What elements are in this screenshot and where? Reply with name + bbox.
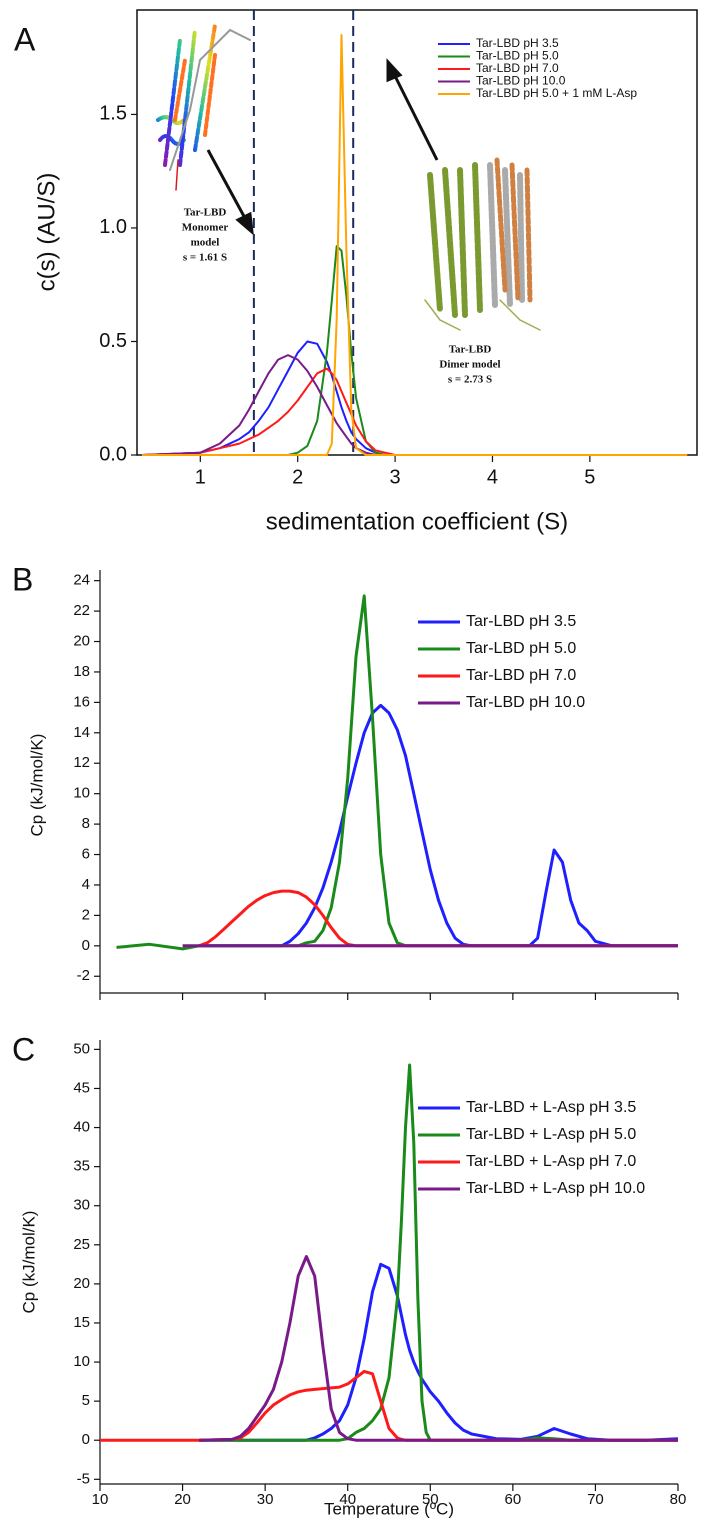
y-tick-label: -5	[77, 1470, 90, 1487]
y-tick-label: 10	[73, 1353, 90, 1370]
y-tick-label: 24	[73, 572, 90, 589]
data-line	[141, 34, 688, 456]
x-tick-label: 4	[487, 466, 498, 488]
panel: A 0.0 0.5 1.0 1.5 1 2 3 4 5 c(s) (AU/S) sedimentati…	[14, 9, 698, 535]
y-axis-label: Cp (kJ/mol/K)	[27, 734, 46, 837]
annotation: s = 2.73 S	[448, 374, 492, 386]
y-tick-label: 50	[73, 1040, 90, 1057]
x-axis-label: sedimentation coefficient (S)	[266, 508, 568, 535]
panel: C -5 0 5 10 15 20 25 30 35 40 45 50 10 20 30 40 50 60 70 80 C…	[12, 1031, 686, 1518]
monomer-model-image	[156, 23, 251, 191]
x-tick-label: 60	[505, 1491, 522, 1508]
x-tick-label: 50	[422, 1491, 439, 1508]
y-tick-label: 22	[73, 602, 90, 619]
panel-label: B	[12, 561, 33, 597]
legend-label: Tar-LBD + L-Asp pH 3.5	[466, 1099, 636, 1116]
legend-label: Tar-LBD pH 10.0	[466, 694, 585, 711]
y-tick-label: 40	[73, 1119, 90, 1136]
legend-label: Tar-LBD pH 10.0	[476, 74, 566, 88]
y-tick-label: 35	[73, 1158, 90, 1175]
x-tick-label: 1	[195, 466, 206, 488]
legend-label: Tar-LBD pH 3.5	[476, 36, 559, 50]
annotation: s = 1.61 S	[183, 252, 227, 264]
data-line	[199, 1063, 678, 1442]
x-axis-label: Temperature (ºC)	[324, 1499, 454, 1518]
annotation: Monomer	[182, 222, 229, 234]
y-tick-label: 5	[82, 1392, 90, 1409]
y-tick-label: 30	[73, 1197, 90, 1214]
legend-label: Tar-LBD pH 5.0	[476, 49, 559, 63]
y-tick-label: 8	[82, 815, 90, 832]
data-line	[199, 1262, 679, 1442]
x-tick-label: 80	[670, 1491, 687, 1508]
y-tick-label: -2	[77, 967, 90, 984]
data-line	[199, 1255, 678, 1442]
y-axis-label: c(s) (AU/S)	[33, 173, 60, 292]
legend-label: Tar-LBD + L-Asp pH 5.0	[466, 1126, 636, 1143]
legend-label: Tar-LBD pH 7.0	[476, 61, 559, 75]
x-tick-label: 5	[584, 466, 595, 488]
annotation: Tar-LBD	[449, 344, 492, 356]
panel-label: C	[12, 1031, 35, 1067]
annotation-arrows	[206, 58, 439, 236]
y-tick-label: 4	[82, 876, 90, 893]
y-tick-label: 2	[82, 906, 90, 923]
y-tick-label: 18	[73, 663, 90, 680]
x-tick-label: 3	[390, 466, 401, 488]
legend-label: Tar-LBD pH 7.0	[466, 667, 576, 684]
x-tick-label: 70	[587, 1491, 604, 1508]
y-tick-label: 16	[73, 693, 90, 710]
annotation: Tar-LBD	[184, 207, 227, 219]
legend-label: Tar-LBD + L-Asp pH 7.0	[466, 1153, 636, 1170]
data-line	[141, 245, 688, 456]
y-tick-label: 45	[73, 1079, 90, 1096]
y-tick-label: 10	[73, 785, 90, 802]
legend-label: Tar-LBD pH 3.5	[466, 613, 576, 630]
y-tick-label: 20	[73, 632, 90, 649]
panel-label: A	[14, 21, 36, 57]
y-tick-label: 14	[73, 724, 90, 741]
legend-label: Tar-LBD pH 5.0	[466, 640, 576, 657]
y-axis-label: Cp (kJ/mol/K)	[19, 1211, 38, 1314]
y-tick-label: 15	[73, 1314, 90, 1331]
y-tick-label: 1.0	[99, 216, 127, 238]
y-tick-label: 6	[82, 846, 90, 863]
y-tick-label: 12	[73, 754, 90, 771]
data-line	[141, 367, 688, 456]
data-line	[141, 354, 688, 456]
data-line	[116, 594, 678, 951]
y-tick-label: 0	[82, 1431, 90, 1448]
y-tick-label: 20	[73, 1275, 90, 1292]
data-line	[199, 703, 678, 948]
y-tick-label: 0	[82, 937, 90, 954]
annotation: model	[191, 237, 220, 249]
legend-label: Tar-LBD pH 5.0 + 1 mM L-Asp	[476, 86, 637, 100]
x-tick-label: 10	[92, 1491, 109, 1508]
dimer-model-image	[424, 157, 541, 331]
y-tick-label: 0.5	[99, 330, 127, 352]
y-tick-label: 1.5	[99, 103, 127, 125]
x-tick-label: 20	[174, 1491, 191, 1508]
data-line	[141, 340, 688, 456]
annotation: Dimer model	[439, 359, 500, 371]
legend-label: Tar-LBD + L-Asp pH 10.0	[466, 1180, 645, 1197]
x-tick-label: 30	[257, 1491, 274, 1508]
y-tick-label: 0.0	[99, 443, 127, 465]
x-tick-label: 2	[292, 466, 303, 488]
y-tick-label: 25	[73, 1236, 90, 1253]
x-tick-label: 40	[339, 1491, 356, 1508]
